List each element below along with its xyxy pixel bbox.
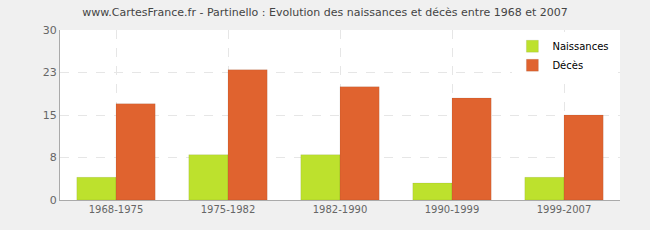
svg-text:Naissances: Naissances: [552, 41, 608, 52]
svg-text:8: 8: [50, 151, 57, 164]
svg-text:1990-1999: 1990-1999: [425, 204, 480, 215]
svg-text:Décès: Décès: [552, 60, 583, 71]
svg-text:0: 0: [50, 194, 57, 207]
svg-text:www.CartesFrance.fr - Partinel: www.CartesFrance.fr - Partinello : Evolu…: [82, 6, 568, 19]
svg-text:1999-2007: 1999-2007: [537, 204, 592, 215]
svg-text:1982-1990: 1982-1990: [313, 204, 368, 215]
svg-text:30: 30: [43, 24, 57, 37]
svg-text:15: 15: [43, 109, 57, 122]
svg-text:1975-1982: 1975-1982: [201, 204, 256, 215]
svg-text:23: 23: [43, 66, 57, 79]
svg-text:1968-1975: 1968-1975: [89, 204, 144, 215]
